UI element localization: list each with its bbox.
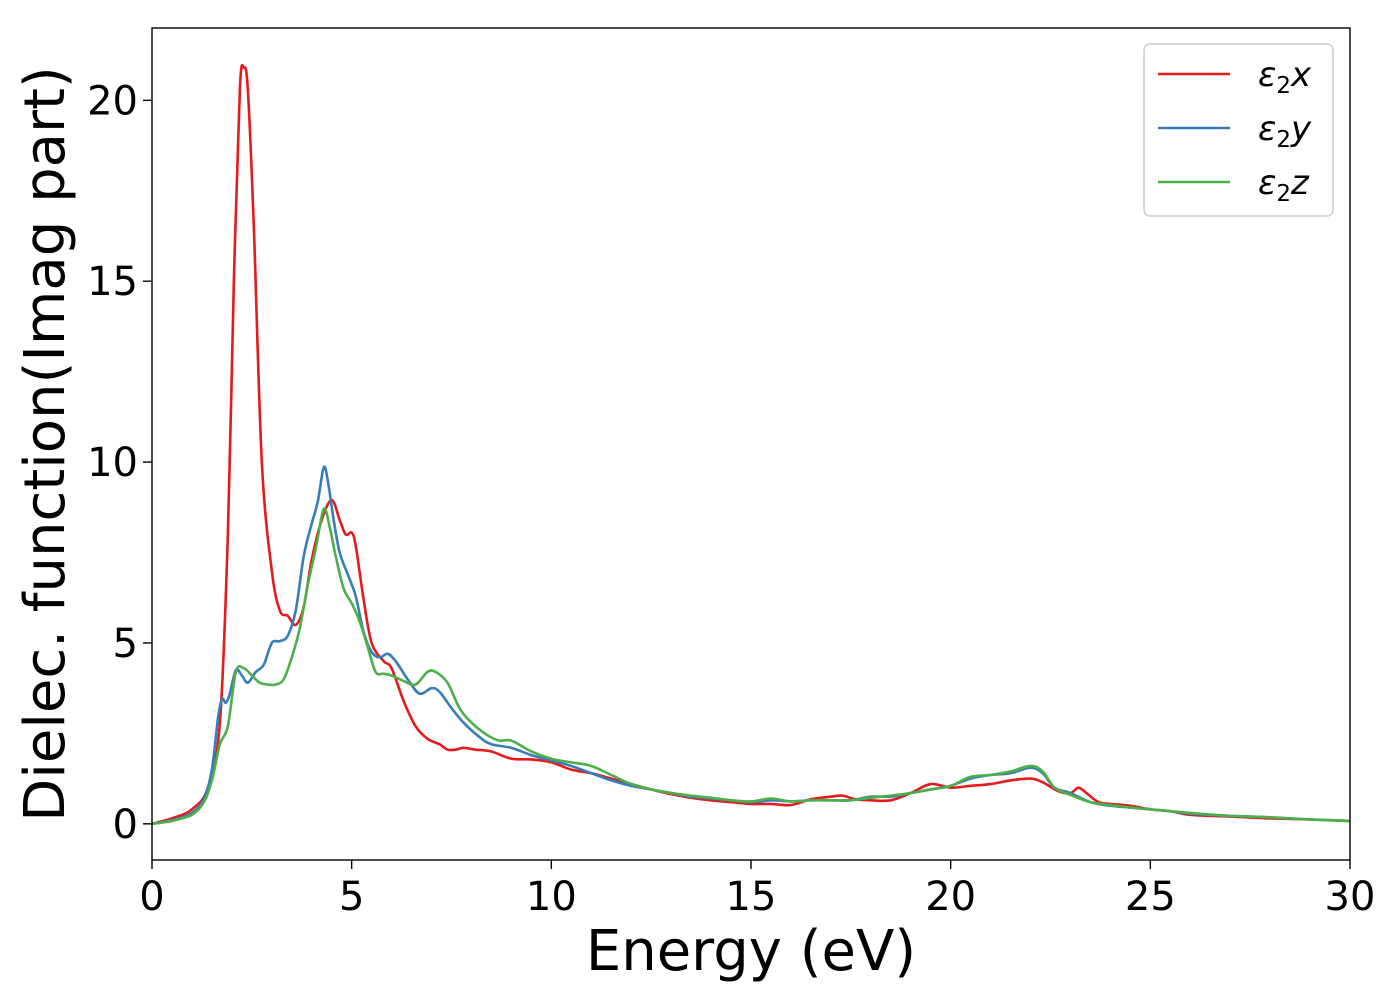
- y-tick-label: 15: [87, 259, 138, 305]
- series-line-1: [151, 465, 1351, 826]
- series-layer: [151, 63, 1351, 826]
- series-line-0: [151, 63, 1351, 826]
- series-line-2: [151, 507, 1351, 826]
- y-tick-label: 5: [113, 621, 138, 667]
- y-axis-label: Dielec. function(Imag part): [13, 66, 78, 822]
- x-axis-label: Energy (eV): [586, 919, 916, 984]
- legend-items: ε2x ε2y ε2z: [1158, 55, 1312, 207]
- y-tick-label: 0: [113, 802, 138, 848]
- legend-label-2: ε2z: [1258, 163, 1310, 207]
- legend-label-0: ε2x: [1258, 55, 1312, 99]
- y-tick-label: 20: [87, 78, 138, 124]
- x-tick-label: 0: [139, 874, 164, 920]
- x-tick-label: 25: [1125, 874, 1176, 920]
- x-tick-label: 5: [339, 874, 364, 920]
- x-tick-label: 20: [925, 874, 976, 920]
- legend-box: [1143, 43, 1334, 217]
- legend-label-1: ε2y: [1258, 109, 1312, 153]
- x-tick-label: 15: [726, 874, 777, 920]
- y-axis: 0 5 10 15 20: [87, 78, 152, 848]
- legend: ε2x ε2y ε2z: [1143, 43, 1334, 217]
- x-axis: 0 5 10 15 20 25 30: [139, 860, 1375, 920]
- x-tick-label: 10: [526, 874, 577, 920]
- x-tick-label: 30: [1325, 874, 1376, 920]
- y-tick-label: 10: [87, 440, 138, 486]
